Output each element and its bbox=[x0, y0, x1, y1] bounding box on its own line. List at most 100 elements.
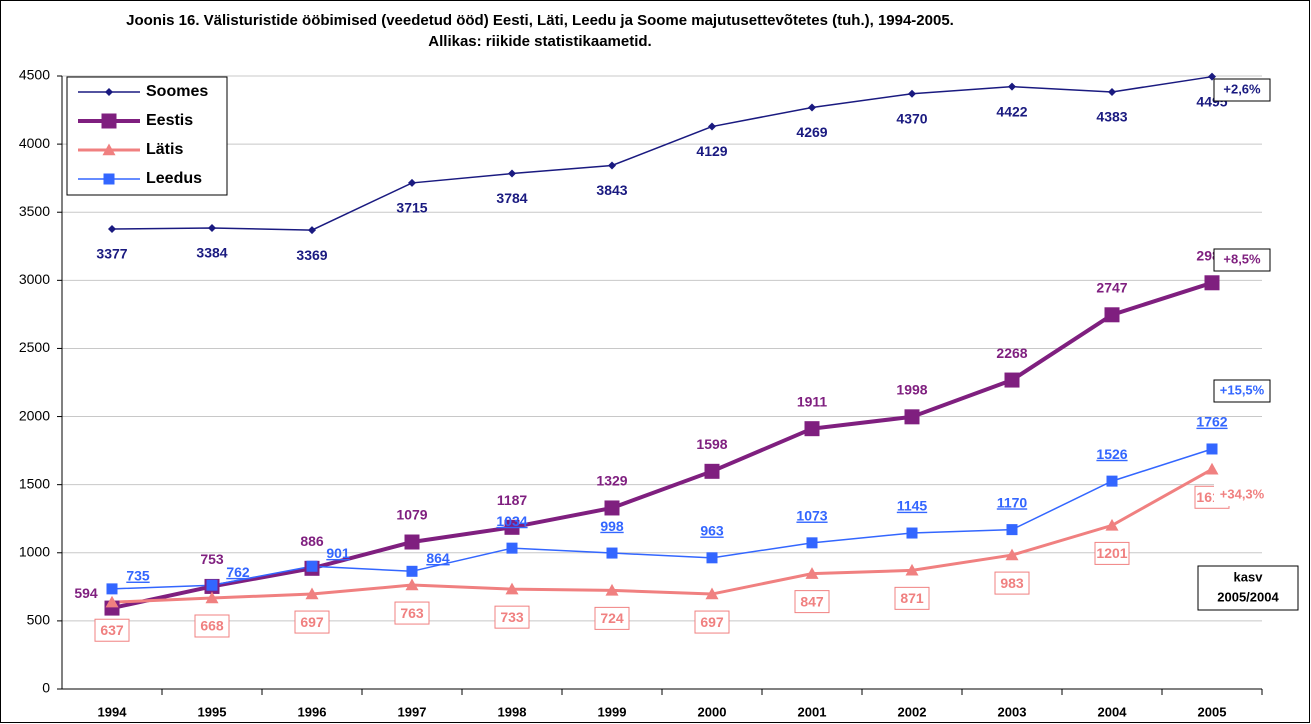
note: kasv bbox=[1234, 569, 1264, 584]
marker bbox=[904, 409, 920, 425]
data-label: 1187 bbox=[497, 492, 528, 508]
marker bbox=[105, 595, 119, 608]
x-tick-label: 2000 bbox=[698, 704, 727, 719]
x-tick-label: 1994 bbox=[98, 704, 128, 719]
marker bbox=[506, 542, 518, 554]
series-line bbox=[111, 448, 1213, 590]
marker bbox=[806, 537, 818, 549]
data-label: 763 bbox=[400, 605, 424, 621]
marker bbox=[305, 587, 319, 600]
series-line bbox=[111, 75, 1213, 231]
y-tick-label: 3000 bbox=[19, 271, 50, 287]
annotation-box bbox=[1214, 484, 1270, 506]
marker bbox=[1005, 548, 1019, 561]
label-box bbox=[1094, 541, 1130, 565]
data-label: 886 bbox=[300, 533, 324, 549]
marker bbox=[906, 527, 918, 539]
marker bbox=[405, 578, 419, 591]
data-label: 753 bbox=[200, 551, 224, 567]
annotation-box bbox=[1213, 248, 1271, 272]
data-label: 1034 bbox=[496, 513, 527, 529]
annotation: +2,6% bbox=[1223, 81, 1261, 96]
data-label: 1526 bbox=[1096, 446, 1127, 462]
legend-label: Soomes bbox=[146, 83, 208, 100]
data-label: 4383 bbox=[1096, 109, 1127, 125]
marker bbox=[106, 583, 118, 595]
data-label: 697 bbox=[300, 614, 324, 630]
data-label: 1598 bbox=[696, 436, 727, 452]
note-box bbox=[1197, 565, 1299, 611]
marker bbox=[508, 169, 516, 178]
data-label: 4129 bbox=[696, 143, 727, 159]
data-label: 3715 bbox=[396, 200, 427, 216]
data-label: 1079 bbox=[396, 507, 427, 523]
label-box bbox=[394, 601, 430, 625]
y-tick-label: 1000 bbox=[19, 543, 50, 559]
series-line bbox=[111, 467, 1213, 604]
chart-title: Joonis 16. Välisturistide ööbimised (vee… bbox=[126, 12, 954, 50]
marker bbox=[404, 534, 420, 550]
data-label: 1329 bbox=[596, 473, 627, 489]
y-tick-label: 0 bbox=[42, 680, 50, 696]
marker bbox=[704, 463, 720, 479]
label-box bbox=[594, 606, 630, 630]
y-tick-label: 2000 bbox=[19, 407, 50, 423]
data-label: 963 bbox=[700, 523, 724, 539]
marker bbox=[306, 560, 318, 572]
legend-label: Lätis bbox=[146, 141, 183, 158]
marker bbox=[605, 583, 619, 596]
marker bbox=[1205, 462, 1219, 475]
label-box bbox=[94, 618, 130, 642]
y-tick-label: 3500 bbox=[19, 203, 50, 219]
marker bbox=[205, 591, 219, 604]
label-box bbox=[894, 586, 930, 610]
data-label: 1201 bbox=[1096, 545, 1127, 561]
marker bbox=[1104, 307, 1120, 323]
data-label: 901 bbox=[326, 545, 350, 561]
label-box bbox=[694, 610, 730, 634]
annotation-box bbox=[1213, 78, 1271, 102]
marker bbox=[101, 113, 117, 129]
marker bbox=[504, 519, 520, 535]
marker bbox=[103, 173, 115, 185]
marker bbox=[606, 547, 618, 559]
data-label: 1998 bbox=[896, 382, 927, 398]
marker bbox=[1206, 443, 1218, 455]
x-tick-label: 2003 bbox=[998, 704, 1027, 719]
x-tick-label: 1995 bbox=[198, 704, 227, 719]
marker bbox=[808, 103, 816, 112]
data-label: 1762 bbox=[1196, 414, 1227, 430]
data-label: 3843 bbox=[596, 182, 627, 198]
marker bbox=[208, 224, 216, 233]
data-label: 847 bbox=[800, 593, 824, 609]
y-tick-label: 2500 bbox=[19, 339, 50, 355]
label-box bbox=[494, 605, 530, 629]
marker bbox=[905, 563, 919, 576]
note: 2005/2004 bbox=[1217, 589, 1279, 604]
data-label: 4370 bbox=[896, 110, 927, 126]
data-label: 3384 bbox=[196, 245, 227, 261]
marker bbox=[1008, 82, 1016, 91]
x-tick-label: 2002 bbox=[898, 704, 927, 719]
data-label: 668 bbox=[200, 618, 224, 634]
marker bbox=[1004, 372, 1020, 388]
data-label: 733 bbox=[500, 609, 524, 625]
data-label: 871 bbox=[900, 590, 924, 606]
marker bbox=[105, 88, 113, 96]
annotation: +15,5% bbox=[1220, 382, 1265, 397]
marker bbox=[308, 226, 316, 235]
y-tick-label: 500 bbox=[27, 612, 51, 628]
marker bbox=[1204, 275, 1220, 291]
series-line bbox=[111, 280, 1213, 611]
marker bbox=[1108, 87, 1116, 96]
data-label: 864 bbox=[426, 550, 450, 566]
data-label: 1145 bbox=[897, 498, 928, 514]
marker bbox=[406, 565, 418, 577]
marker bbox=[206, 579, 218, 591]
data-label: 1073 bbox=[796, 508, 827, 524]
data-label: 2268 bbox=[996, 345, 1027, 361]
label-box bbox=[794, 590, 830, 614]
marker bbox=[705, 587, 719, 600]
marker bbox=[108, 224, 116, 233]
